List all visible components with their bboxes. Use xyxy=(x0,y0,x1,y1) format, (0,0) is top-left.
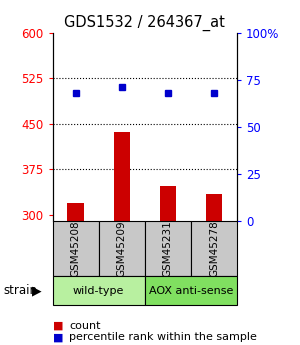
Text: ■: ■ xyxy=(52,333,63,342)
Text: AOX anti-sense: AOX anti-sense xyxy=(149,286,233,296)
Bar xyxy=(52,221,99,276)
Text: strain: strain xyxy=(3,284,37,297)
Bar xyxy=(99,221,145,276)
Bar xyxy=(160,186,176,221)
Text: GSM45231: GSM45231 xyxy=(163,220,173,277)
Text: count: count xyxy=(69,321,100,331)
Bar xyxy=(191,221,237,276)
Text: ▶: ▶ xyxy=(32,284,41,297)
Bar xyxy=(68,203,84,221)
Bar xyxy=(145,221,191,276)
Bar xyxy=(145,276,237,305)
Bar xyxy=(114,132,130,221)
Title: GDS1532 / 264367_at: GDS1532 / 264367_at xyxy=(64,15,225,31)
Text: wild-type: wild-type xyxy=(73,286,124,296)
Text: GSM45208: GSM45208 xyxy=(70,220,81,277)
Bar xyxy=(206,194,222,221)
Text: ■: ■ xyxy=(52,321,63,331)
Bar xyxy=(52,276,145,305)
Text: GSM45278: GSM45278 xyxy=(209,220,219,277)
Text: percentile rank within the sample: percentile rank within the sample xyxy=(69,333,257,342)
Text: GSM45209: GSM45209 xyxy=(117,220,127,277)
